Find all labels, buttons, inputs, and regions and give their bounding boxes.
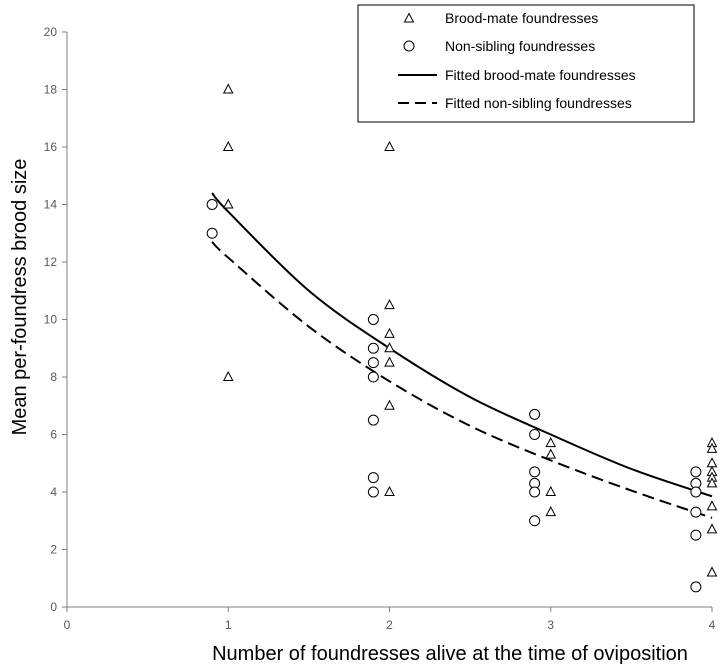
point-triangle (545, 437, 557, 448)
point-triangle (545, 448, 557, 459)
point-triangle (706, 477, 718, 488)
point-triangle (706, 523, 718, 534)
x-tick-label: 0 (64, 618, 71, 632)
point-circle (529, 515, 541, 527)
point-triangle (222, 83, 234, 94)
point-triangle (545, 506, 557, 517)
point-circle (206, 199, 218, 210)
point-circle (367, 472, 379, 484)
x-tick-label: 4 (709, 618, 716, 632)
legend-box (357, 4, 695, 123)
x-tick-label: 1 (225, 618, 232, 632)
point-circle (529, 408, 541, 420)
point-triangle (545, 485, 557, 496)
point-circle (367, 342, 379, 354)
y-tick-label: 10 (44, 313, 58, 327)
x-axis-title: Number of foundresses alive at the time … (212, 643, 688, 665)
y-tick-label: 2 (50, 543, 57, 557)
point-circle (690, 506, 702, 518)
point-triangle (706, 566, 718, 577)
point-triangle (706, 500, 718, 511)
point-circle (367, 357, 379, 369)
legend-label-fitted-brood-mate: Fitted brood-mate foundresses (445, 67, 636, 83)
point-triangle (384, 399, 395, 410)
point-triangle (222, 198, 234, 209)
legend-label-brood-mate: Brood-mate foundresses (445, 10, 598, 26)
point-triangle (384, 327, 395, 338)
y-tick-label: 16 (44, 140, 58, 154)
point-circle (367, 314, 379, 325)
legend-marker-triangle (403, 12, 415, 23)
legend-label-fitted-non-sibling: Fitted non-sibling foundresses (445, 95, 632, 111)
point-triangle (706, 457, 718, 468)
point-triangle (222, 140, 234, 151)
point-circle (529, 486, 541, 498)
point-circle (367, 486, 379, 498)
fitted-non-sibling-line (211, 241, 713, 519)
point-circle (206, 227, 218, 239)
point-circle (529, 466, 541, 478)
x-axis-ticks: 0 1 2 3 4 (64, 607, 716, 632)
point-triangle (384, 299, 395, 310)
point-triangle (384, 356, 395, 367)
y-tick-label: 20 (44, 25, 58, 39)
point-circle (690, 529, 702, 541)
y-tick-label: 6 (50, 428, 57, 442)
point-triangle (384, 140, 395, 151)
y-tick-label: 4 (50, 485, 57, 499)
legend-marker-circle (403, 40, 415, 52)
x-tick-label: 3 (547, 618, 554, 632)
y-tick-label: 12 (44, 255, 58, 269)
point-circle (529, 429, 541, 440)
legend-label-non-sibling: Non-sibling foundresses (445, 38, 595, 54)
data-points (206, 83, 718, 593)
y-tick-label: 0 (50, 600, 57, 614)
y-tick-label: 14 (44, 198, 58, 212)
y-tick-label: 8 (50, 370, 57, 384)
x-tick-label: 2 (386, 618, 393, 632)
point-circle (690, 486, 702, 498)
fitted-lines (211, 192, 713, 519)
y-axis-ticks: 0 2 4 6 8 10 12 14 16 18 20 (44, 25, 67, 614)
point-triangle (384, 485, 395, 496)
point-triangle (706, 442, 718, 453)
point-circle (690, 581, 702, 593)
point-circle (367, 371, 379, 383)
point-circle (690, 466, 702, 478)
legend: Brood-mate foundresses Non-sibling found… (357, 4, 695, 123)
point-triangle (384, 342, 395, 353)
y-tick-label: 18 (44, 83, 58, 97)
y-axis-title: Mean per-foundress brood size (9, 159, 31, 436)
point-triangle (222, 370, 234, 381)
fitted-brood-mate-line (211, 192, 713, 498)
point-circle (367, 414, 379, 426)
